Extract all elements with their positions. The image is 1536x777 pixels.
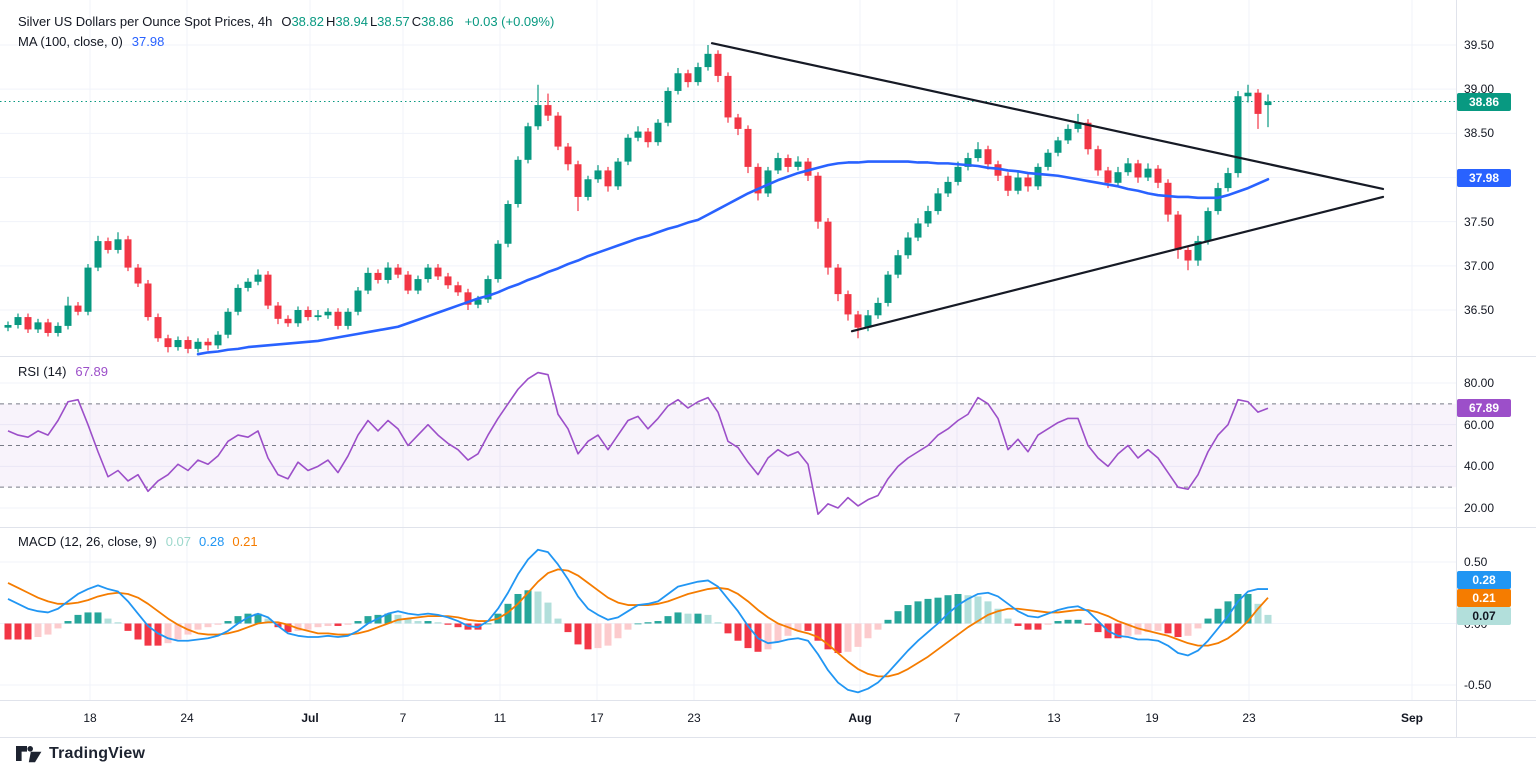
price-tick-label: 36.50 (1464, 302, 1495, 317)
rsi-legend-label: RSI (14) (18, 364, 67, 379)
macd-value-badge: 0.28 (1457, 571, 1511, 589)
time-tick-label: 23 (1242, 711, 1256, 725)
time-tick-label: 24 (180, 711, 194, 725)
price-tick-label: 39.50 (1464, 38, 1495, 52)
ohlc-pair: O38.82 (281, 14, 324, 29)
macd-tick-label: -0.50 (1464, 678, 1492, 692)
rsi-legend-value: 67.89 (75, 364, 108, 379)
main-legend[interactable]: Silver US Dollars per Ounce Spot Prices,… (18, 12, 554, 52)
price-tick-label: 38.50 (1464, 126, 1495, 141)
time-tick-label: Aug (848, 711, 872, 725)
signal-value-badge: 0.21 (1457, 589, 1511, 607)
rsi-value-badge: 67.89 (1457, 399, 1511, 417)
ma-value-badge: 37.98 (1457, 169, 1511, 187)
hist-value-badge: 0.07 (1457, 607, 1511, 625)
time-tick-label: 11 (493, 711, 507, 725)
macd-legend-label: MACD (12, 26, close, 9) (18, 534, 157, 549)
tradingview-glyph-icon (16, 745, 42, 762)
time-tick-label: 23 (687, 711, 701, 725)
last-price-badge: 38.86 (1457, 93, 1511, 111)
ohlc-pair: H38.94 (326, 14, 368, 29)
symbol-title: Silver US Dollars per Ounce Spot Prices,… (18, 14, 273, 29)
time-tick-label: 19 (1145, 711, 1159, 725)
rsi-tick-label: 80.00 (1464, 376, 1495, 390)
time-tick-label: Sep (1400, 711, 1424, 725)
change-value: +0.03 (+0.09%) (464, 14, 555, 29)
ohlc-values: O38.82 H38.94 L38.57 C38.86 (281, 12, 455, 32)
price-tick-label: 37.00 (1464, 258, 1495, 273)
rsi-tick-label: 40.00 (1464, 459, 1495, 474)
price-tick-label: 39.00 (1464, 82, 1495, 97)
ma-legend-label: MA (100, close, 0) (18, 34, 123, 49)
macd-legend-values: 0.07 0.28 0.21 (166, 532, 266, 552)
time-tick-label: 17 (590, 711, 604, 725)
tradingview-logo[interactable]: TradingView (16, 745, 145, 763)
time-tick-label: Jul (301, 711, 319, 725)
ohlc-pair: L38.57 (369, 14, 410, 29)
brand-text: TradingView (49, 745, 146, 762)
ma-legend-value: 37.98 (131, 34, 165, 49)
macd-legend-value: 0.28 (199, 534, 225, 549)
time-tick-label: 13 (1047, 711, 1061, 725)
price-tick-label: 37.50 (1464, 214, 1495, 229)
macd-legend-value: 0.21 (232, 534, 258, 549)
time-tick-label: 7 (953, 711, 961, 725)
time-tick-label: 18 (83, 711, 97, 725)
macd-legend-value: 0.07 (165, 534, 192, 549)
rsi-tick-label: 20.00 (1464, 500, 1495, 515)
ohlc-pair: C38.86 (411, 14, 454, 29)
time-axis[interactable] (0, 700, 1536, 737)
time-tick-label: 7 (399, 711, 407, 725)
macd-tick-label: 0.50 (1464, 555, 1488, 569)
macd-legend[interactable]: MACD (12, 26, close, 9) 0.07 0.28 0.21 (18, 532, 266, 552)
rsi-tick-label: 60.00 (1464, 417, 1495, 432)
rsi-legend[interactable]: RSI (14) 67.89 (18, 362, 108, 382)
